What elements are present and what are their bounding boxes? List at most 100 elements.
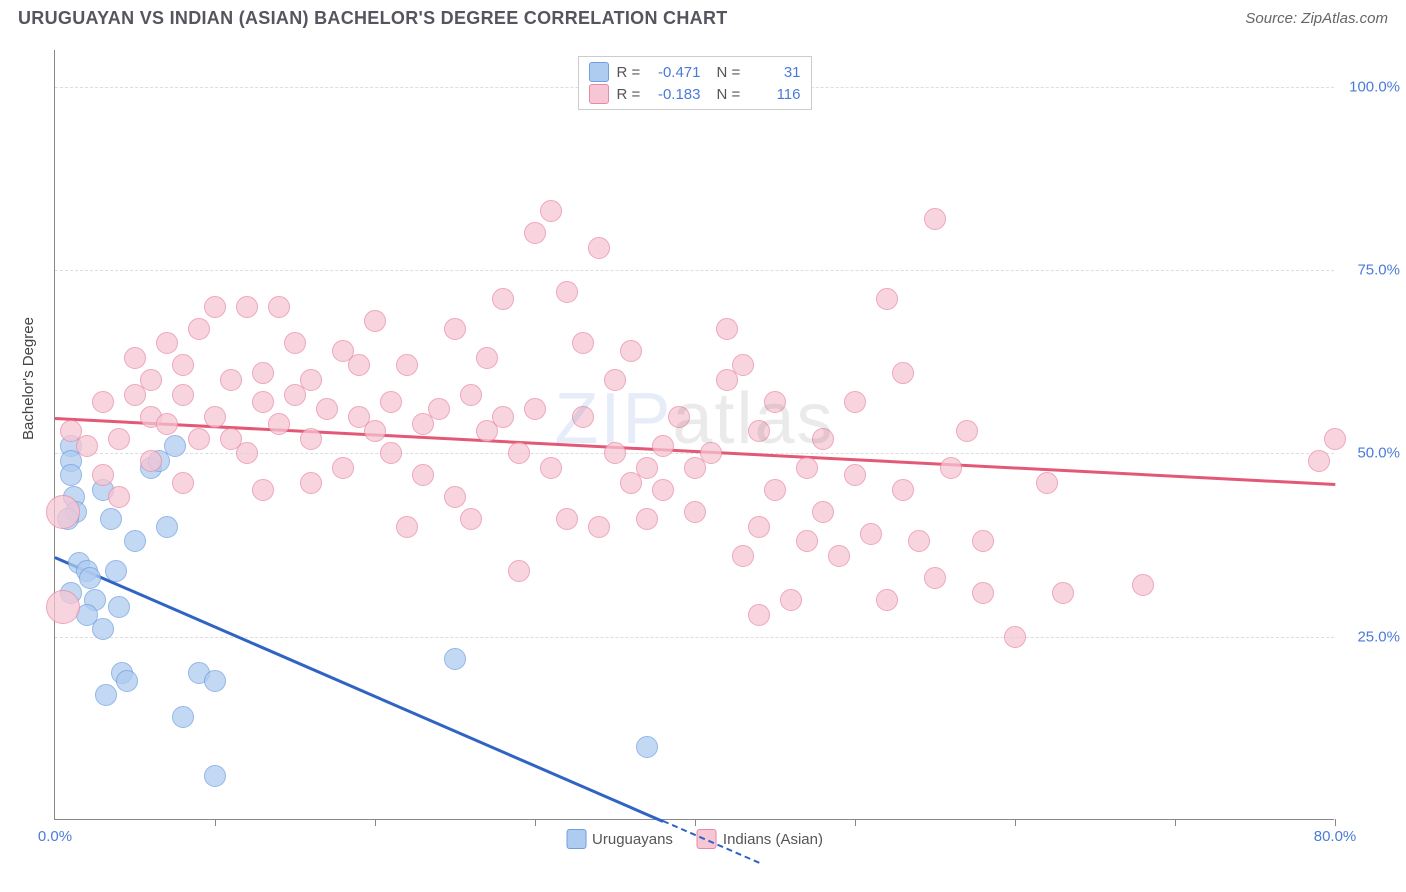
- scatter-point: [892, 362, 914, 384]
- scatter-point: [620, 340, 642, 362]
- y-axis-label: Bachelor's Degree: [20, 317, 37, 440]
- r-label: R =: [617, 64, 645, 81]
- source-prefix: Source:: [1245, 10, 1301, 27]
- scatter-point: [220, 369, 242, 391]
- scatter-point: [364, 420, 386, 442]
- scatter-point: [636, 736, 658, 758]
- scatter-point: [924, 567, 946, 589]
- scatter-point: [79, 567, 101, 589]
- scatter-point: [700, 442, 722, 464]
- scatter-point: [444, 648, 466, 670]
- scatter-point: [892, 479, 914, 501]
- ytick-label: 25.0%: [1357, 628, 1400, 645]
- xtick-mark: [1335, 819, 1336, 826]
- scatter-point: [220, 428, 242, 450]
- scatter-point: [156, 413, 178, 435]
- scatter-point: [748, 420, 770, 442]
- scatter-point: [204, 296, 226, 318]
- scatter-point: [972, 582, 994, 604]
- swatch-indians: [589, 84, 609, 104]
- scatter-point: [396, 354, 418, 376]
- scatter-point: [116, 670, 138, 692]
- scatter-point: [812, 501, 834, 523]
- scatter-point: [876, 288, 898, 310]
- r-value-indians: -0.183: [653, 86, 701, 103]
- scatter-point: [348, 354, 370, 376]
- ytick-label: 50.0%: [1357, 445, 1400, 462]
- scatter-point: [444, 486, 466, 508]
- scatter-point: [380, 442, 402, 464]
- scatter-point: [60, 420, 82, 442]
- scatter-point: [332, 457, 354, 479]
- scatter-point: [204, 670, 226, 692]
- scatter-point: [732, 354, 754, 376]
- scatter-point: [716, 318, 738, 340]
- scatter-point: [588, 516, 610, 538]
- xtick-mark: [1015, 819, 1016, 826]
- scatter-point: [1036, 472, 1058, 494]
- ytick-label: 100.0%: [1349, 78, 1400, 95]
- scatter-point: [188, 428, 210, 450]
- xtick-label: 0.0%: [38, 828, 72, 845]
- scatter-point: [556, 508, 578, 530]
- correlation-legend: R = -0.471 N = 31 R = -0.183 N = 116: [578, 56, 812, 110]
- scatter-point: [524, 222, 546, 244]
- xtick-mark: [215, 819, 216, 826]
- watermark: ZIPatlas: [554, 378, 834, 460]
- scatter-point: [588, 237, 610, 259]
- xtick-mark: [1175, 819, 1176, 826]
- scatter-point: [316, 398, 338, 420]
- scatter-point: [364, 310, 386, 332]
- scatter-point: [796, 530, 818, 552]
- scatter-point: [604, 369, 626, 391]
- scatter-point: [252, 362, 274, 384]
- scatter-point: [1052, 582, 1074, 604]
- legend-item-indians: Indians (Asian): [697, 829, 823, 849]
- scatter-point: [252, 479, 274, 501]
- gridline-h: [55, 637, 1334, 638]
- scatter-point: [492, 288, 514, 310]
- scatter-point: [764, 479, 786, 501]
- xtick-label: 80.0%: [1314, 828, 1357, 845]
- scatter-point: [924, 208, 946, 230]
- xtick-mark: [535, 819, 536, 826]
- source-name: ZipAtlas.com: [1301, 10, 1388, 27]
- legend-row-uruguayans: R = -0.471 N = 31: [589, 61, 801, 83]
- scatter-point: [204, 406, 226, 428]
- scatter-point: [300, 369, 322, 391]
- scatter-point: [492, 406, 514, 428]
- scatter-point: [860, 523, 882, 545]
- scatter-point: [108, 486, 130, 508]
- scatter-point: [100, 508, 122, 530]
- legend-label-indians: Indians (Asian): [723, 831, 823, 848]
- scatter-point: [172, 706, 194, 728]
- scatter-point: [796, 457, 818, 479]
- scatter-point: [428, 398, 450, 420]
- scatter-point: [108, 596, 130, 618]
- scatter-point: [780, 589, 802, 611]
- scatter-point: [684, 501, 706, 523]
- scatter-point: [300, 428, 322, 450]
- scatter-point: [604, 442, 626, 464]
- legend-item-uruguayans: Uruguayans: [566, 829, 673, 849]
- scatter-point: [620, 472, 642, 494]
- scatter-point: [140, 450, 162, 472]
- scatter-point: [164, 435, 186, 457]
- scatter-point: [764, 391, 786, 413]
- scatter-point: [652, 479, 674, 501]
- scatter-point: [940, 457, 962, 479]
- scatter-point: [972, 530, 994, 552]
- scatter-point: [95, 684, 117, 706]
- scatter-point: [156, 332, 178, 354]
- r-label: R =: [617, 86, 645, 103]
- scatter-point: [812, 428, 834, 450]
- xtick-mark: [375, 819, 376, 826]
- series-legend: Uruguayans Indians (Asian): [566, 829, 823, 849]
- scatter-point: [204, 765, 226, 787]
- scatter-point: [124, 530, 146, 552]
- scatter-point: [268, 296, 290, 318]
- scatter-point: [508, 560, 530, 582]
- swatch-uruguayans: [566, 829, 586, 849]
- scatter-point: [268, 413, 290, 435]
- scatter-point: [46, 495, 80, 529]
